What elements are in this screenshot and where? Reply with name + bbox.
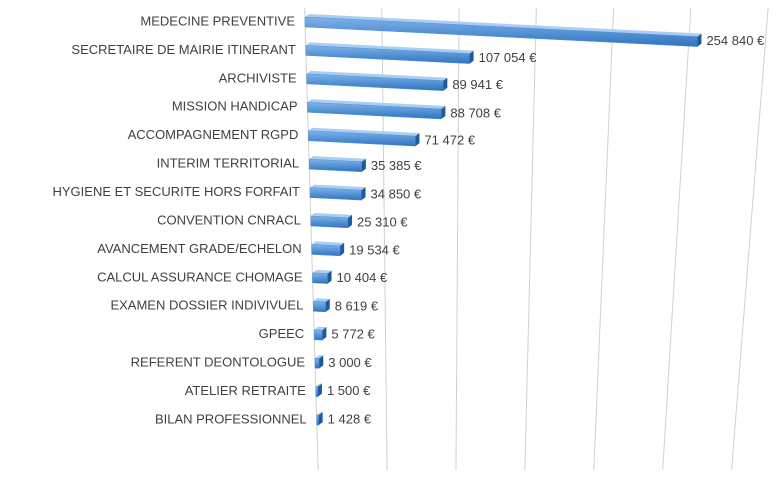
category-label: MEDECINE PREVENTIVE	[140, 13, 295, 28]
grid-line	[524, 7, 537, 471]
value-label: 107 054 €	[479, 50, 538, 65]
value-label: 25 310 €	[357, 214, 408, 229]
bar	[313, 301, 326, 313]
category-label: GPEEC	[259, 326, 305, 341]
bar-top	[308, 127, 420, 137]
category-label: CALCUL ASSURANCE CHOMAGE	[97, 269, 303, 284]
category-label: ACCOMPAGNEMENT RGPD	[128, 127, 299, 142]
value-label: 3 000 €	[328, 355, 372, 370]
value-label: 10 404 €	[337, 270, 388, 285]
bar-end	[318, 412, 323, 426]
category-label: BILAN PROFESSIONNEL	[155, 411, 307, 426]
value-label: 1 428 €	[328, 412, 372, 427]
bar-end	[415, 133, 420, 147]
category-label: MISSION HANDICAP	[172, 99, 298, 114]
bar-top	[316, 412, 323, 416]
bar	[312, 272, 328, 284]
bar-top	[309, 156, 366, 162]
value-label: 89 941 €	[452, 77, 503, 92]
category-label: ATELIER RETRAITE	[185, 383, 306, 398]
bar-end	[361, 158, 366, 172]
category-label: CONVENTION CNRACL	[157, 212, 301, 227]
bar-top	[313, 298, 330, 302]
value-label: 19 534 €	[349, 242, 400, 257]
grid-line	[455, 7, 460, 471]
bar-top	[307, 99, 446, 109]
bar-end	[317, 383, 322, 397]
value-label: 254 840 €	[706, 33, 765, 48]
bar	[316, 414, 319, 426]
bar-end	[325, 298, 330, 312]
bar-end	[697, 33, 702, 47]
category-label: HYGIENE ET SECURITE HORS FORFAIT	[52, 184, 300, 199]
category-label: INTERIM TERRITORIAL	[157, 156, 300, 171]
value-label: 34 850 €	[371, 187, 422, 202]
grid-line	[593, 7, 615, 471]
value-label: 88 708 €	[450, 105, 501, 120]
bar-end	[327, 270, 332, 284]
bar-top	[315, 383, 322, 387]
bar-top	[310, 184, 366, 191]
bar	[315, 386, 319, 397]
bar-top	[312, 269, 332, 274]
bar-end	[441, 105, 446, 119]
bar-top	[306, 70, 448, 81]
bar	[310, 215, 349, 229]
bar-top	[314, 326, 327, 331]
bar-top	[305, 14, 702, 37]
grid-line	[662, 7, 692, 471]
bar-top	[305, 42, 474, 54]
category-label: ARCHIVISTE	[219, 70, 297, 85]
bar-top	[315, 355, 324, 359]
category-label: SECRETAIRE DE MAIRIE ITINERANT	[71, 42, 295, 57]
bar-end	[443, 77, 448, 91]
grid-line	[731, 7, 769, 471]
bar-end	[469, 50, 474, 64]
category-label: AVANCEMENT GRADE/ECHELON	[97, 241, 301, 256]
bar-top	[310, 213, 352, 218]
bar-end	[340, 242, 345, 256]
value-label: 1 500 €	[327, 383, 371, 398]
bar-end	[322, 327, 327, 341]
bar-end	[347, 214, 352, 228]
value-label: 5 772 €	[331, 327, 375, 342]
category-label: EXAMEN DOSSIER INDIVIVUEL	[110, 298, 303, 313]
value-label: 71 472 €	[424, 133, 475, 148]
bar	[314, 357, 320, 369]
bar-end	[361, 187, 366, 201]
value-label: 35 385 €	[371, 158, 422, 173]
category-label: REFERENT DEONTOLOGUE	[131, 355, 306, 370]
value-label: 8 619 €	[335, 298, 379, 313]
bar	[311, 244, 341, 257]
bar	[313, 329, 323, 341]
bar-end	[319, 355, 324, 369]
